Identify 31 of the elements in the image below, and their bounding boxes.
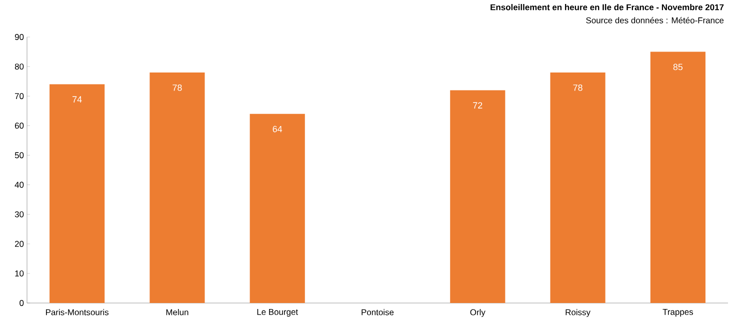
bar [650,52,706,303]
x-tick-label: Orly [470,309,486,317]
y-tick-label: 10 [15,270,24,276]
x-tick-label: Paris-Montsouris [46,309,109,316]
y-tick-label: 60 [15,122,24,129]
y-tick-label: 80 [14,64,24,70]
data-label: 78 [172,84,182,91]
bar [50,84,105,303]
x-tick-label: Le Bourget [257,309,298,317]
bar [150,72,205,303]
data-label: 74 [72,96,82,102]
data-label: 64 [272,126,282,132]
bar [550,72,606,303]
y-tick-label: 0 [20,300,24,306]
y-tick-label: 40 [14,182,24,188]
y-tick-label: 30 [14,211,24,218]
chart-title: Ensoleillement en heure en Ile de France - Novembre 2017 [490,4,724,10]
y-tick-label: 90 [14,34,24,40]
x-tick-label: Roissy [566,309,590,317]
x-tick-label: Pontoise [362,309,394,316]
data-label: 72 [473,102,482,108]
y-tick-label: 50 [14,152,24,158]
x-tick-label: Trappes [662,309,693,317]
bar [250,114,305,303]
data-label: 85 [673,64,683,70]
y-tick-label: 70 [15,93,24,100]
x-tick-label: Melun [166,309,188,316]
y-tick-label: 20 [14,240,24,247]
data-label: 78 [573,84,582,91]
bar [450,90,506,303]
chart-subtitle: Source des données : Météo-France [586,17,724,24]
